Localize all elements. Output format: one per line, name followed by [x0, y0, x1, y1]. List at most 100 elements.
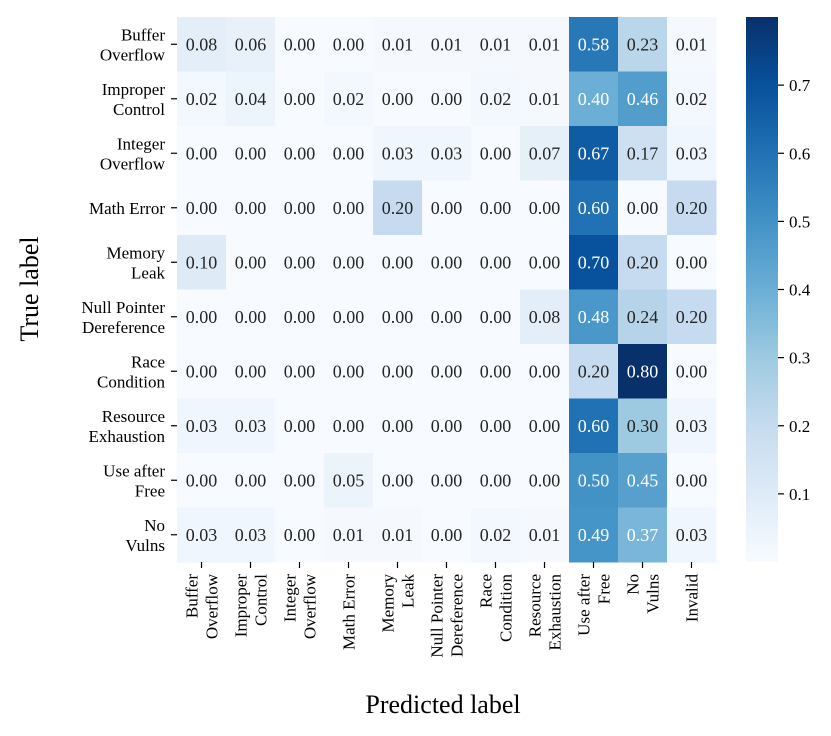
cell-label-r9-c0: 0.03	[186, 525, 218, 545]
heatmap-cell-r0-c8	[569, 17, 619, 72]
cell-label-r4-c5: 0.00	[431, 252, 463, 272]
cell-label-r5-c2: 0.00	[284, 307, 316, 327]
heatmap-cell-r2-c8	[569, 126, 619, 181]
cell-label-r5-c5: 0.00	[431, 307, 463, 327]
cell-label-r1-c8: 0.40	[578, 89, 610, 109]
cell-label-r0-c5: 0.01	[431, 34, 463, 54]
heatmap-cell-r8-c8	[569, 453, 619, 508]
cell-label-r5-c9: 0.24	[627, 307, 659, 327]
cell-label-r4-c3: 0.00	[333, 252, 365, 272]
cell-label-r7-c1: 0.03	[235, 416, 267, 436]
colorbar-tick-label-6: 0.7	[789, 76, 811, 95]
heatmap-cell-r9-c5	[422, 507, 472, 563]
x-tick-label-10: Invalid	[683, 574, 702, 623]
heatmap-cell-r6-c7	[520, 344, 570, 399]
heatmap-cell-r3-c1	[226, 180, 276, 236]
heatmap-cell-r3-c5	[422, 180, 472, 236]
heatmap-cells: 0.08 0.06 0.00 0.00 0.01 0.01 0.01 0.01 0.58 0.23…	[177, 17, 717, 563]
cell-label-r2-c8: 0.67	[578, 143, 610, 163]
cell-label-r1-c1: 0.04	[235, 89, 267, 109]
heatmap-cell-r8-c0	[177, 453, 227, 508]
y-tick-label-4: Memory Leak	[106, 243, 165, 282]
x-axis-title: Predicted label	[365, 690, 520, 719]
cell-label-r5-c0: 0.00	[186, 307, 218, 327]
cell-label-r1-c2: 0.00	[284, 89, 316, 109]
x-tick-label-4: MemoryLeak	[379, 574, 418, 633]
cell-label-r7-c0: 0.03	[186, 416, 218, 436]
cell-label-r2-c10: 0.03	[676, 143, 708, 163]
cell-label-r7-c2: 0.00	[284, 416, 316, 436]
cell-label-r1-c0: 0.02	[186, 89, 218, 109]
y-tick-label-5: Null Pointer Dereference	[81, 298, 165, 337]
heatmap-cell-r6-c2	[275, 344, 325, 399]
cell-label-r9-c10: 0.03	[676, 525, 708, 545]
heatmap-cell-r8-c9	[618, 453, 668, 508]
cell-label-r8-c5: 0.00	[431, 470, 463, 490]
cell-label-r7-c6: 0.00	[480, 416, 512, 436]
heatmap-cell-r2-c1	[226, 126, 276, 181]
heatmap-cell-r9-c6	[471, 507, 521, 563]
heatmap-cell-r4-c5	[422, 235, 472, 290]
cell-label-r7-c7: 0.00	[529, 416, 561, 436]
heatmap-cell-r8-c3	[324, 453, 374, 508]
x-tick-label-8: Use afterFree	[575, 574, 614, 636]
heatmap-cell-r7-c1	[226, 398, 276, 454]
heatmap-cell-r6-c8	[569, 344, 619, 399]
cell-label-r6-c1: 0.00	[235, 361, 267, 381]
heatmap-cell-r3-c8	[569, 180, 619, 236]
y-axis-title: True label	[15, 236, 44, 341]
cell-label-r2-c6: 0.00	[480, 143, 512, 163]
cell-label-r8-c0: 0.00	[186, 470, 218, 490]
heatmap-cell-r7-c0	[177, 398, 227, 454]
cell-label-r3-c2: 0.00	[284, 198, 316, 218]
heatmap-cell-r6-c4	[373, 344, 423, 399]
cell-label-r2-c4: 0.03	[382, 143, 414, 163]
heatmap-cell-r3-c4	[373, 180, 423, 236]
heatmap-cell-r2-c7	[520, 126, 570, 181]
cell-label-r1-c7: 0.01	[529, 89, 561, 109]
x-axis-ticks: BufferOverflow ImproperControl IntegerOver…	[183, 562, 702, 658]
cell-label-r9-c4: 0.01	[382, 525, 414, 545]
cell-label-r9-c5: 0.00	[431, 525, 463, 545]
cell-label-r8-c8: 0.50	[578, 470, 610, 490]
heatmap-cell-r1-c10	[667, 71, 717, 127]
cell-label-r6-c10: 0.00	[676, 361, 708, 381]
cell-label-r0-c4: 0.01	[382, 34, 414, 54]
heatmap-cell-r7-c6	[471, 398, 521, 454]
heatmap-cell-r7-c8	[569, 398, 619, 454]
colorbar-tick-label-3: 0.4	[789, 281, 811, 300]
heatmap-cell-r5-c4	[373, 289, 423, 345]
y-tick-label-0: Buffer Overflow	[100, 25, 166, 64]
y-tick-label-8: Use after Free	[103, 461, 165, 500]
heatmap-cell-r8-c2	[275, 453, 325, 508]
heatmap-cell-r0-c10	[667, 17, 717, 72]
cell-label-r0-c2: 0.00	[284, 34, 316, 54]
cell-label-r1-c10: 0.02	[676, 89, 708, 109]
colorbar-tick-label-1: 0.2	[789, 417, 810, 436]
cell-label-r6-c9: 0.80	[627, 361, 659, 381]
heatmap-cell-r6-c1	[226, 344, 276, 399]
heatmap-cell-r0-c1	[226, 17, 276, 72]
cell-label-r8-c2: 0.00	[284, 470, 316, 490]
cell-label-r8-c9: 0.45	[627, 470, 659, 490]
y-tick-label-7: Resource Exhaustion	[89, 407, 166, 446]
cell-label-r2-c2: 0.00	[284, 143, 316, 163]
heatmap-cell-r9-c8	[569, 507, 619, 563]
heatmap-cell-r0-c2	[275, 17, 325, 72]
x-tick-label-3: Math Error	[340, 574, 359, 650]
cell-label-r7-c4: 0.00	[382, 416, 414, 436]
cell-label-r3-c9: 0.00	[627, 198, 659, 218]
heatmap-cell-r2-c9	[618, 126, 668, 181]
heatmap-cell-r1-c8	[569, 71, 619, 127]
heatmap-cell-r6-c5	[422, 344, 472, 399]
colorbar-gradient	[746, 17, 778, 562]
cell-label-r9-c7: 0.01	[529, 525, 561, 545]
heatmap-cell-r5-c8	[569, 289, 619, 345]
heatmap-cell-r1-c2	[275, 71, 325, 127]
heatmap-cell-r9-c2	[275, 507, 325, 563]
cell-label-r3-c6: 0.00	[480, 198, 512, 218]
heatmap-cell-r7-c10	[667, 398, 717, 454]
y-tick-label-3: Math Error	[89, 199, 165, 218]
cell-label-r5-c6: 0.00	[480, 307, 512, 327]
